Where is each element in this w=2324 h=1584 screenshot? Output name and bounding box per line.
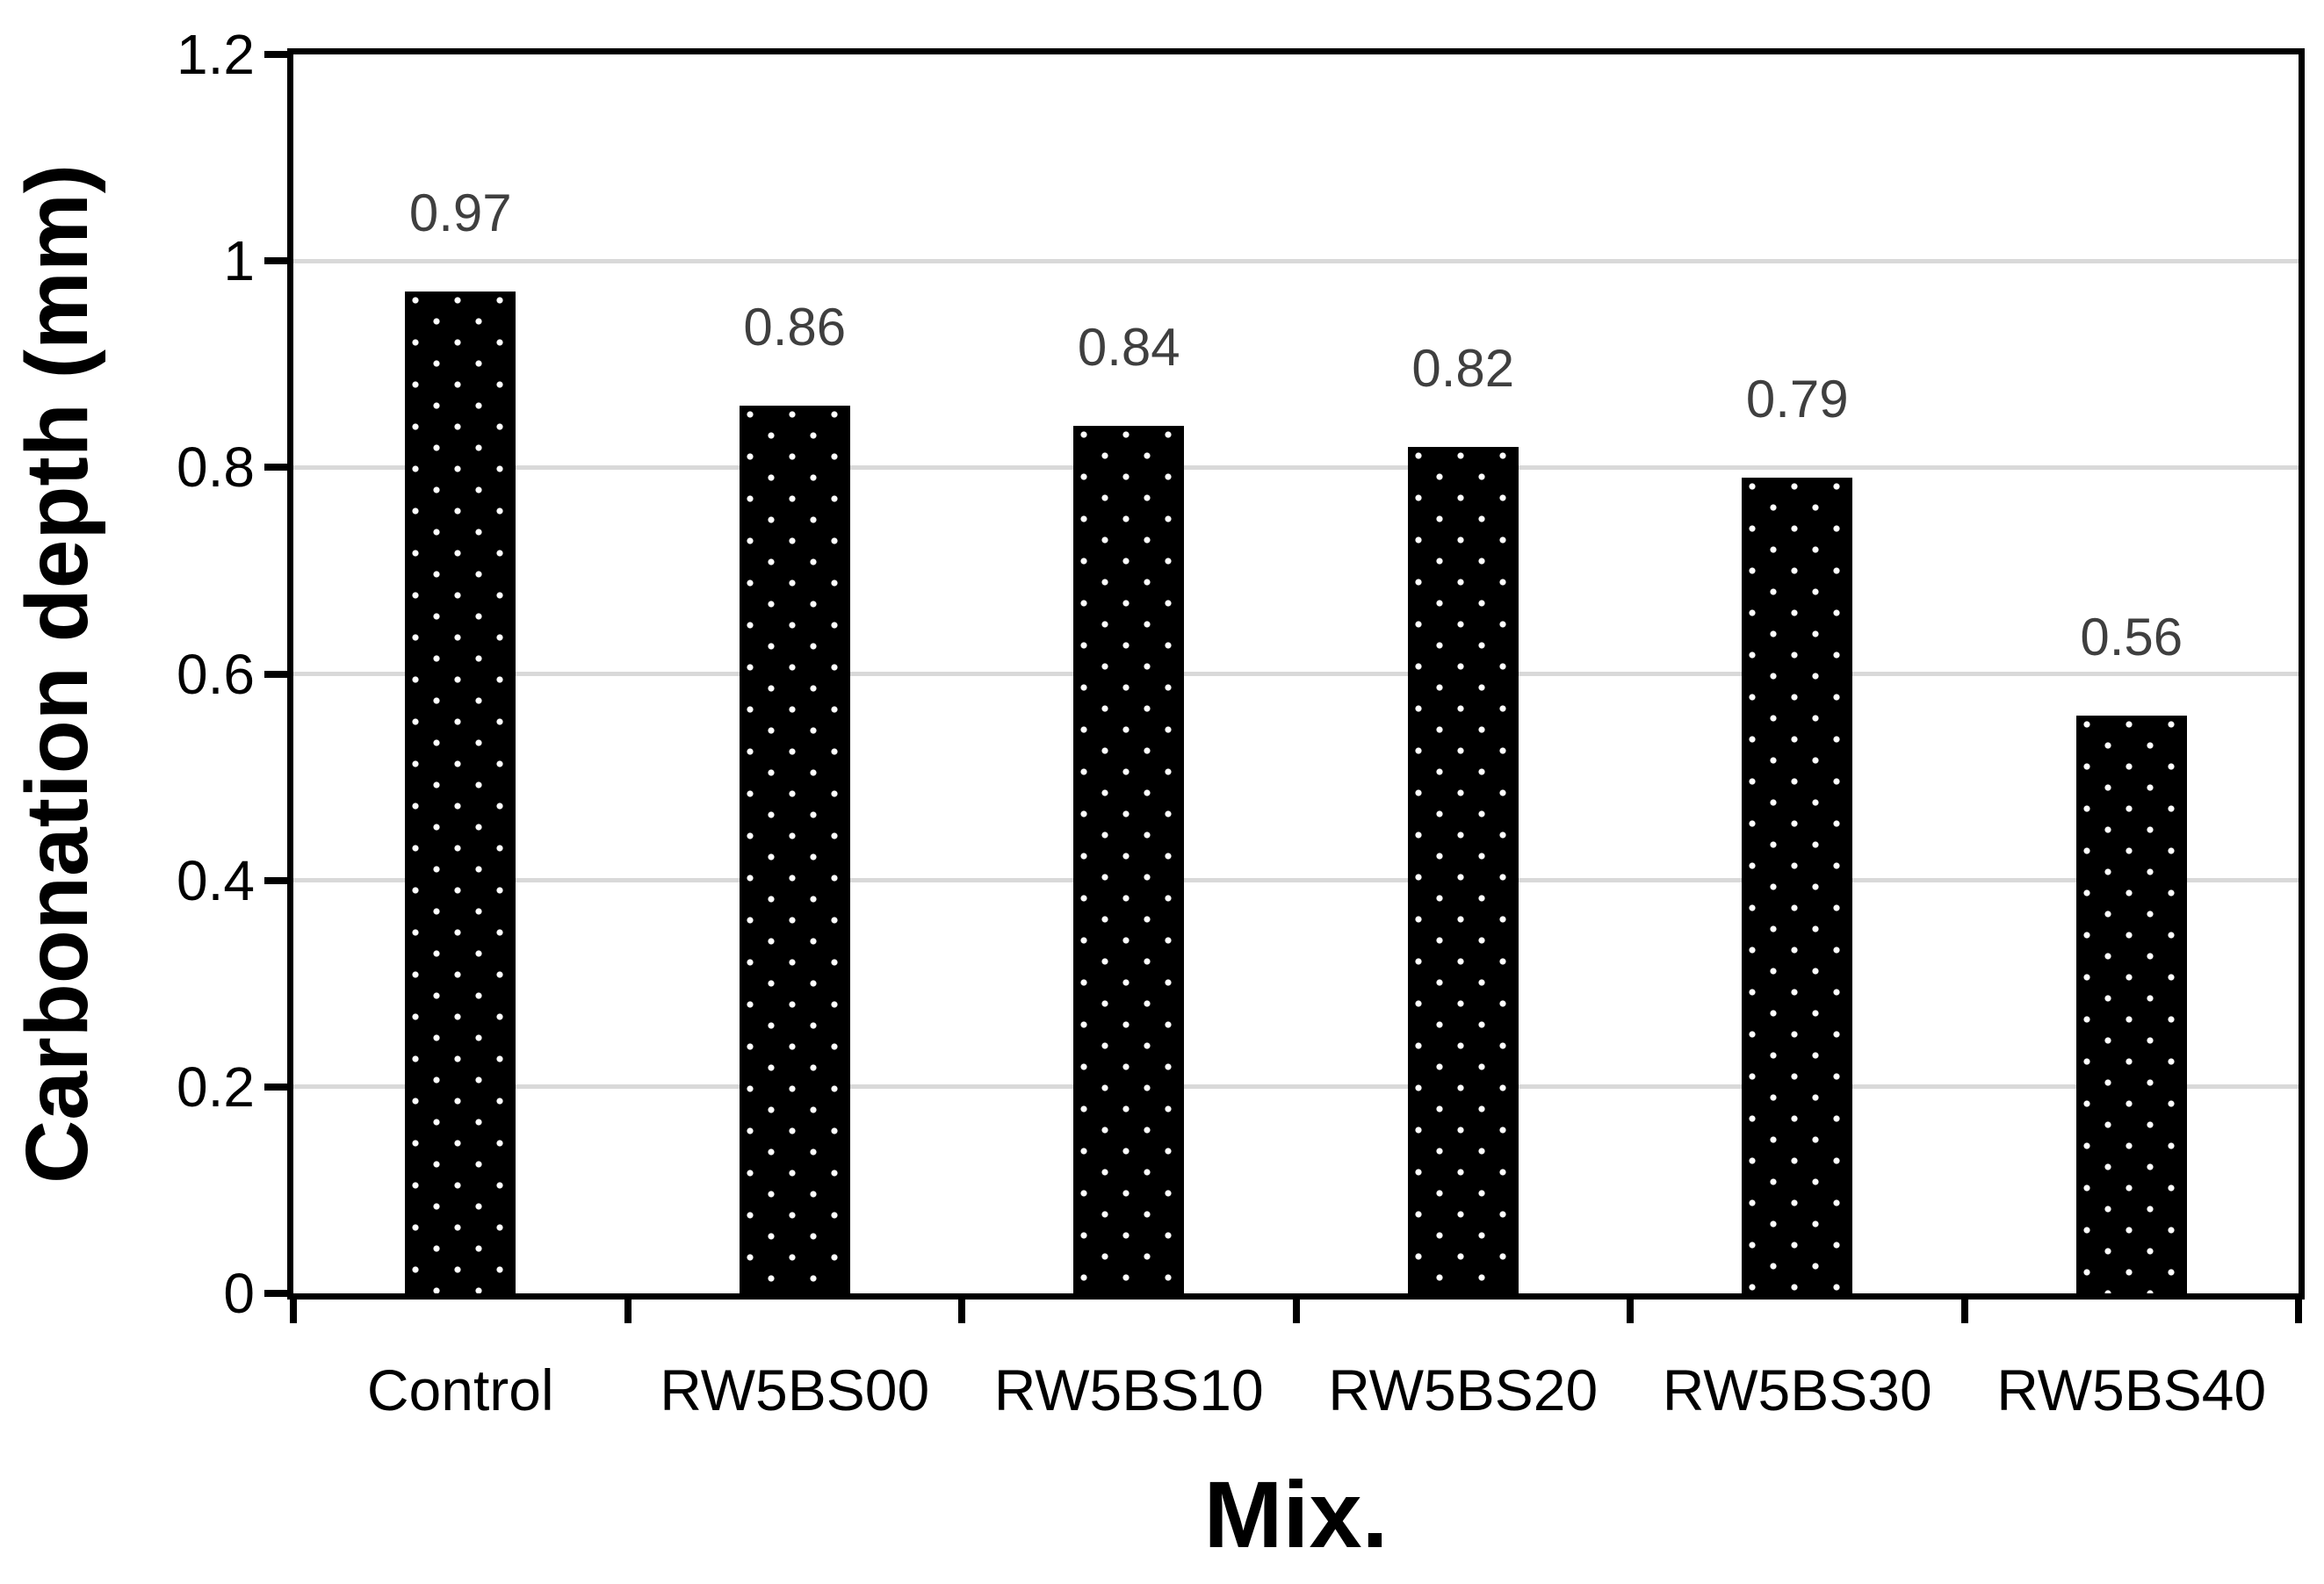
plot-area: 0 0.2 0.4 0.6 0.8 1 1.2 0.97 Control 0.86 RW5BS00 0… (177, 23, 2305, 1422)
y-axis-tick (264, 876, 287, 884)
gridline (293, 1084, 2299, 1090)
x-axis-tick-label: Control (366, 1357, 554, 1422)
y-axis-tick-label: 0 (223, 1262, 255, 1325)
bar-value-label: 0.56 (2080, 607, 2183, 666)
y-axis-tick-label: 1 (223, 229, 255, 293)
x-axis-tick-label: RW5BS20 (1328, 1357, 1599, 1422)
bar (1073, 426, 1185, 1293)
bar-value-label: 0.82 (1411, 338, 1515, 398)
y-axis-tick (264, 51, 287, 58)
x-axis-tick (1960, 1300, 1968, 1323)
bar (405, 292, 516, 1293)
bar (1742, 478, 1853, 1293)
x-axis-tick (1292, 1300, 1300, 1323)
bar-value-label: 0.86 (743, 297, 847, 356)
x-axis-title: Mix. (1203, 1461, 1389, 1567)
y-axis-tick (264, 257, 287, 265)
gridline (293, 672, 2299, 676)
x-axis-tick (2295, 1300, 2302, 1323)
y-axis-tick-label: 0.4 (177, 848, 255, 912)
y-axis-tick (264, 670, 287, 678)
bar (739, 405, 850, 1293)
y-axis-tick (264, 464, 287, 472)
y-axis-tick-label: 0.8 (177, 436, 255, 500)
x-axis-tick-label: RW5BS40 (1996, 1357, 2267, 1422)
x-axis-tick-label: RW5BS10 (993, 1357, 1264, 1422)
bar-value-label: 0.97 (408, 184, 512, 243)
y-axis-tick (264, 1083, 287, 1091)
x-axis-tick-label: RW5BS30 (1662, 1357, 1932, 1422)
y-axis-tick-label: 0.6 (177, 642, 255, 706)
bar (2075, 715, 2187, 1293)
y-axis-tick-label: 0.2 (177, 1055, 255, 1119)
x-axis-tick (290, 1300, 297, 1323)
y-axis-tick (264, 1290, 287, 1297)
x-axis-tick-label: RW5BS00 (660, 1357, 930, 1422)
x-axis-tick (958, 1300, 965, 1323)
x-axis-tick (1627, 1300, 1634, 1323)
bar-value-label: 0.84 (1077, 318, 1180, 378)
bar (1407, 446, 1519, 1293)
gridline (293, 464, 2299, 470)
gridline (293, 878, 2299, 883)
gridline (293, 258, 2299, 263)
bar-value-label: 0.79 (1745, 370, 1849, 429)
x-axis-tick (624, 1300, 632, 1323)
y-axis-tick-label: 1.2 (177, 23, 255, 86)
